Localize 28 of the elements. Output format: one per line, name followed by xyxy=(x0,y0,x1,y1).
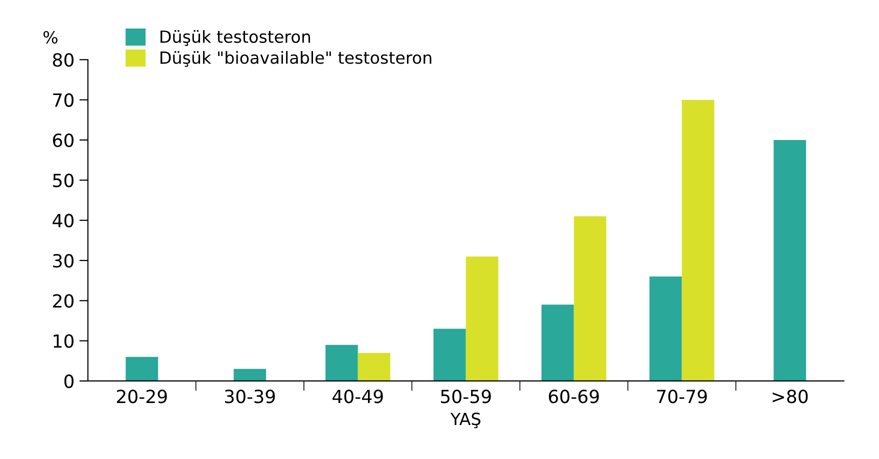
x-tick-label: 40-49 xyxy=(332,390,383,404)
bar xyxy=(649,276,682,381)
x-axis-title: YAŞ xyxy=(450,412,480,428)
y-tick-label: 10 xyxy=(54,334,74,348)
x-tick-label: 20-29 xyxy=(116,390,167,404)
y-tick-label: 60 xyxy=(52,133,74,148)
x-tick-label: 30-39 xyxy=(225,390,275,404)
y-tick-label: 50 xyxy=(53,174,74,188)
x-tick-label: >80 xyxy=(772,390,808,404)
y-tick-label: 80 xyxy=(52,53,74,67)
y-tick-label: 0 xyxy=(64,374,74,388)
bar xyxy=(682,100,714,381)
legend-label: Düşük testosteron xyxy=(160,30,310,46)
x-tick-label: 50-59 xyxy=(441,390,491,404)
y-tick-label: 30 xyxy=(53,254,74,268)
y-tick-label: 70 xyxy=(53,93,74,107)
legend-label: Düşük "bioavailable" testosteron xyxy=(160,51,432,67)
y-axis-title: % xyxy=(43,30,58,44)
bar xyxy=(433,328,466,381)
y-tick-label: 20 xyxy=(53,294,74,308)
bar xyxy=(325,344,358,381)
bar xyxy=(358,352,390,381)
bar xyxy=(541,304,574,381)
bar xyxy=(574,216,606,381)
bar xyxy=(466,256,498,381)
x-tick-label: 60-69 xyxy=(548,390,599,404)
x-tick-label: 70-79 xyxy=(657,390,707,404)
y-tick-label: 40 xyxy=(52,214,74,228)
